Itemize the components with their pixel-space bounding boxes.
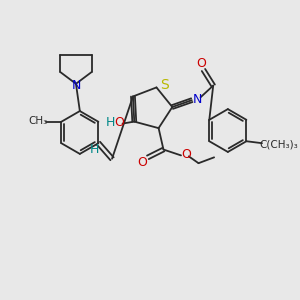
Text: O: O <box>181 148 191 161</box>
Text: H: H <box>106 116 116 129</box>
Text: CH₃: CH₃ <box>28 116 47 126</box>
Text: O: O <box>196 57 206 70</box>
Text: O: O <box>137 156 147 169</box>
Text: O: O <box>114 116 124 129</box>
Text: N: N <box>71 79 81 92</box>
Text: N: N <box>193 93 202 106</box>
Text: S: S <box>160 77 169 92</box>
Text: H: H <box>90 142 99 155</box>
Text: C(CH₃)₃: C(CH₃)₃ <box>259 139 298 149</box>
